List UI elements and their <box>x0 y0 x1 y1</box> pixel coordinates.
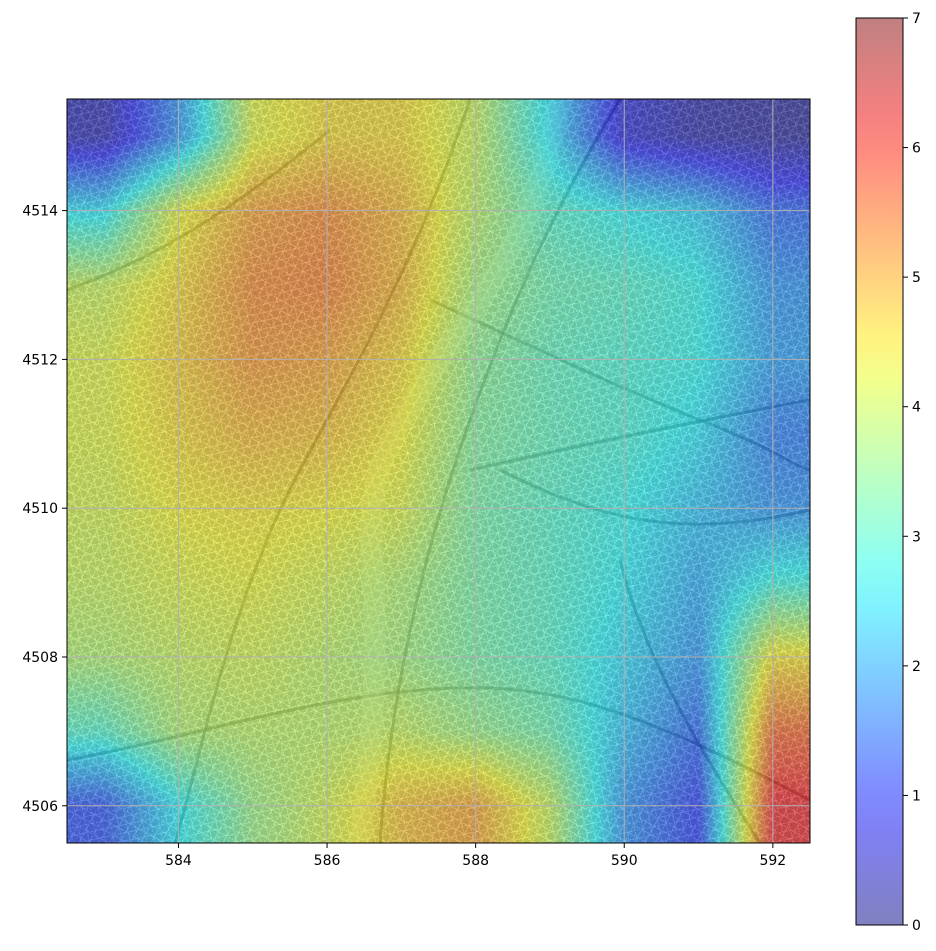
x-tick-label: 584 <box>165 853 192 869</box>
x-tick-label: 592 <box>759 853 786 869</box>
colorbar-tick-label: 4 <box>912 400 921 416</box>
colorbar-frame <box>855 17 904 926</box>
y-tick-label: 4510 <box>22 501 58 517</box>
colorbar-tick-label: 0 <box>912 918 921 934</box>
colorbar: 0 1 2 3 4 5 6 7 <box>855 11 921 934</box>
colorbar-tick-label: 2 <box>912 659 921 675</box>
colorbar-scale <box>856 18 903 925</box>
grid-lines <box>67 99 810 843</box>
colorbar-tick-label: 1 <box>912 788 921 804</box>
colorbar-tick-label: 3 <box>912 529 921 545</box>
colorbar-tick-label: 5 <box>912 270 921 286</box>
colorbar-tick-label: 7 <box>912 11 921 27</box>
y-tick-label: 4514 <box>22 204 58 220</box>
y-tick-label: 4506 <box>22 799 58 815</box>
x-axis: 584 586 588 590 592 <box>165 843 786 869</box>
x-tick-label: 590 <box>611 853 638 869</box>
y-tick-label: 4508 <box>22 650 58 666</box>
colorbar-tick-label: 6 <box>912 141 921 157</box>
x-tick-label: 588 <box>462 853 489 869</box>
x-tick-label: 586 <box>314 853 341 869</box>
heatmap-overlay <box>67 99 810 843</box>
plot-frame <box>66 98 811 844</box>
y-tick-label: 4512 <box>22 352 58 368</box>
plot-area <box>67 99 810 843</box>
colorbar-ticks: 0 1 2 3 4 5 6 7 <box>903 11 921 934</box>
y-axis: 4506 4508 4510 4512 4514 <box>22 204 67 815</box>
